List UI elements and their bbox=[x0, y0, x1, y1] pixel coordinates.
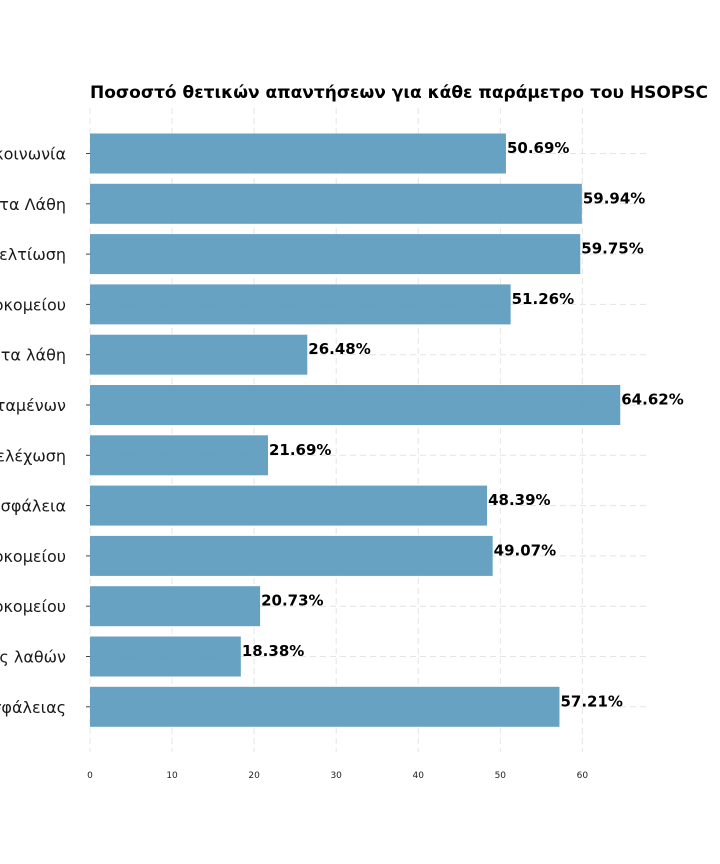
category-label: Υποστήριξη από τη διοίκηση για την ασφάλ… bbox=[0, 497, 66, 516]
bar bbox=[90, 435, 268, 476]
category-label: Μεταφορά ασθενών και εναλλαγή βάρδιας εν… bbox=[0, 295, 66, 314]
data-label: 59.94% bbox=[583, 189, 645, 207]
labels-layer: Ανοιχτή επικοινωνία 50.69% Ανατροφοδότηση … bbox=[0, 139, 684, 717]
category-label: Εναλλαγή βάρδιας και μεταφορά ασθενών εν… bbox=[0, 597, 66, 616]
bar bbox=[90, 334, 308, 375]
category-label: Ομαδική εργασία μεταξύ των υπαλλήλων και… bbox=[0, 396, 66, 415]
data-label: 20.73% bbox=[261, 592, 323, 610]
bar bbox=[90, 284, 511, 325]
x-tick-label: 50 bbox=[495, 771, 507, 781]
category-label: Μη τιμωρητική αντιμετώπιση σε σχέση με τ… bbox=[0, 346, 66, 365]
x-tick-label: 40 bbox=[413, 771, 425, 781]
bar bbox=[90, 234, 581, 275]
data-label: 59.75% bbox=[581, 240, 643, 258]
bar bbox=[90, 183, 582, 224]
bar bbox=[90, 535, 493, 576]
x-tick-label: 0 bbox=[87, 771, 93, 781]
data-label: 64.62% bbox=[621, 391, 683, 409]
data-label: 49.07% bbox=[494, 541, 556, 559]
category-label: Ανατροφοδότηση και επικοινωνία για τα Λά… bbox=[0, 195, 66, 214]
bar bbox=[90, 636, 241, 677]
bar bbox=[90, 485, 488, 526]
data-label: 57.21% bbox=[560, 692, 622, 710]
x-tick-label: 30 bbox=[330, 771, 342, 781]
bar bbox=[90, 133, 506, 174]
category-label: Ομαδική εργασία μεταξύ των τμημάτων του … bbox=[0, 547, 66, 566]
x-tick-label: 20 bbox=[248, 771, 260, 781]
bar bbox=[90, 686, 560, 727]
data-label: 51.26% bbox=[512, 290, 574, 308]
category-label: Στελέχωση bbox=[0, 446, 66, 465]
x-axis-ticks: 0 10 20 30 40 50 60 bbox=[87, 771, 588, 781]
category-label: Ανοιχτή επικοινωνία bbox=[0, 145, 66, 164]
x-tick-label: 10 bbox=[166, 771, 178, 781]
chart-title: Ποσοστό θετικών απαντήσεων για κάθε παρά… bbox=[90, 83, 708, 103]
category-label: Οργανωσιακή μάθηση — Συνεχής βελτίωση bbox=[0, 245, 66, 264]
data-label: 48.39% bbox=[488, 491, 550, 509]
bar bbox=[90, 586, 261, 627]
x-tick-label: 60 bbox=[577, 771, 589, 781]
data-label: 50.69% bbox=[507, 139, 569, 157]
data-label: 18.38% bbox=[242, 642, 304, 660]
category-label: Συχνότητα αναφοράς λαθών bbox=[0, 648, 66, 667]
category-label: Συνολική αντίληψη για την ασφάλειας bbox=[0, 698, 66, 717]
data-label: 21.69% bbox=[269, 441, 331, 459]
bars-layer bbox=[90, 133, 621, 727]
data-label: 26.48% bbox=[308, 340, 370, 358]
bar bbox=[90, 385, 621, 425]
